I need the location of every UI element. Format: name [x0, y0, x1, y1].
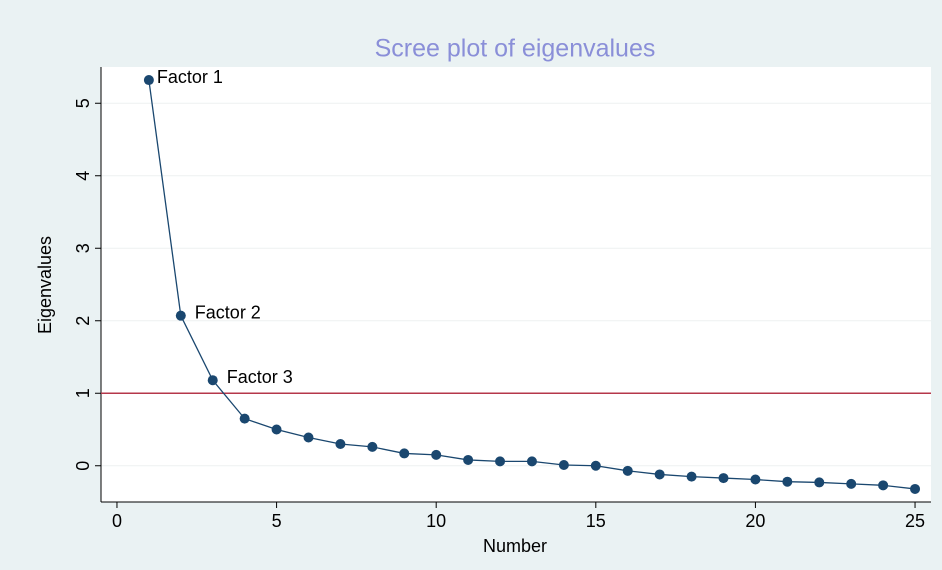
point — [303, 432, 314, 443]
x-tick-label: 0 — [112, 511, 122, 531]
point-label: Factor 1 — [157, 67, 223, 87]
x-tick-label: 25 — [905, 511, 925, 531]
x-tick-label: 20 — [745, 511, 765, 531]
point — [335, 439, 346, 449]
point-label: Factor 2 — [195, 302, 261, 322]
x-axis-label: Number — [483, 536, 547, 556]
point-label: Factor 3 — [227, 367, 293, 387]
plot-area — [101, 67, 931, 502]
chart-title: Scree plot of eigenvalues — [375, 35, 656, 63]
x-tick-label: 5 — [272, 511, 282, 531]
y-tick-label: 0 — [73, 461, 93, 471]
point — [846, 478, 857, 489]
point — [910, 483, 921, 494]
point — [239, 413, 250, 424]
point — [495, 456, 506, 467]
y-tick-label: 2 — [73, 316, 93, 326]
point — [782, 476, 793, 487]
point — [271, 424, 282, 435]
point — [526, 456, 537, 467]
point — [143, 75, 154, 86]
point — [590, 460, 601, 471]
x-tick-label: 15 — [586, 511, 606, 531]
point — [814, 477, 825, 488]
point — [622, 465, 633, 476]
point — [431, 449, 442, 460]
y-tick-label: 1 — [73, 388, 93, 398]
point — [558, 460, 569, 471]
point — [207, 375, 218, 386]
point — [654, 469, 665, 480]
point — [399, 448, 410, 459]
y-tick-label: 3 — [73, 243, 93, 253]
point — [367, 441, 378, 452]
point — [686, 471, 697, 482]
point — [463, 454, 474, 465]
y-tick-label: 4 — [73, 171, 93, 181]
y-tick-label: 5 — [73, 98, 93, 108]
point — [175, 310, 186, 321]
point — [878, 480, 889, 491]
point — [750, 474, 761, 485]
y-axis-label: Eigenvalues — [35, 236, 55, 334]
point — [718, 473, 729, 484]
x-tick-label: 10 — [426, 511, 446, 531]
